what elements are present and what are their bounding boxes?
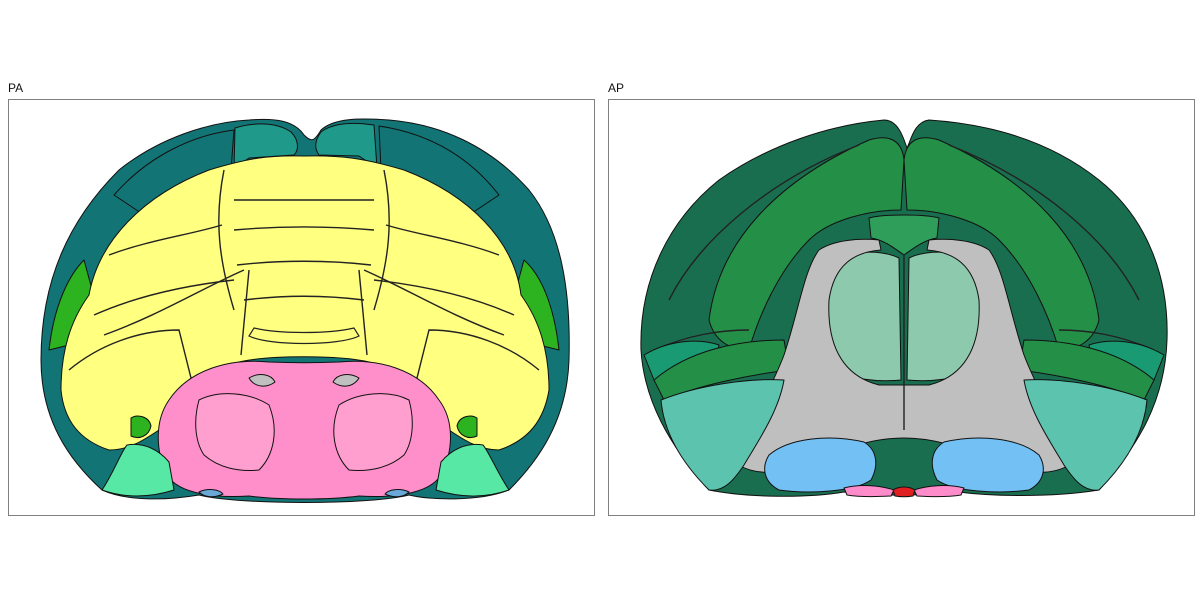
lobule-line: [218, 169, 235, 311]
cerebellum: [60, 155, 550, 451]
amygdala-right: [931, 437, 1044, 493]
dorsal-cortex-center-left: [233, 123, 298, 169]
brain-section-panel-pa: [8, 99, 595, 516]
ventral-nucleus-right: [384, 489, 410, 498]
lobule-line: [363, 269, 505, 336]
lobule-line: [233, 226, 375, 231]
lobule-line: [373, 169, 390, 311]
lobule-line: [108, 224, 223, 256]
fourth-ventricle: [248, 327, 360, 345]
hypothalamus-midline: [892, 486, 916, 498]
lobule-line: [358, 269, 368, 356]
medulla-nucleus-right: [333, 393, 413, 471]
lateral-small-green-right: [456, 415, 478, 439]
medulla-nucleus-left: [195, 393, 275, 471]
lobule-line: [103, 269, 245, 336]
hypothalamus-left: [843, 485, 895, 498]
brainstem-left: [101, 443, 175, 497]
brain-section-pa: [40, 118, 570, 503]
lobule-line: [413, 329, 540, 391]
ventral-nucleus-left: [198, 489, 224, 498]
sulcus-line: [948, 144, 1140, 301]
ventral-area-left: [660, 379, 785, 491]
panel-title-ap: AP: [608, 81, 625, 95]
hypothalamus-right: [913, 485, 965, 498]
lobule-line: [68, 329, 195, 391]
panel-title-pa: PA: [8, 81, 24, 95]
lobule-line: [236, 260, 372, 266]
lobule-line: [240, 269, 250, 356]
amygdala-left: [764, 437, 877, 493]
lateral-small-green-left: [130, 415, 152, 439]
midline-cortex: [868, 214, 940, 256]
fiber-tract-right: [332, 374, 360, 387]
lobule-line: [385, 224, 500, 256]
brainstem-right: [435, 443, 510, 497]
brain-section-ap: [640, 119, 1168, 498]
sulcus-line: [668, 144, 860, 301]
fiber-tract-left: [248, 374, 276, 387]
lobule-line: [243, 295, 365, 301]
brain-section-panel-ap: [608, 99, 1195, 516]
ventral-area-right: [1023, 379, 1148, 491]
